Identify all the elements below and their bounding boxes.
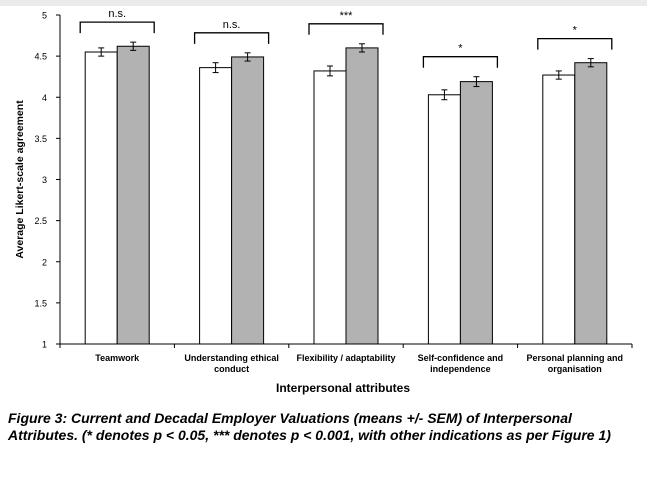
bar-series1-4	[427, 94, 461, 345]
y-tick-label: 1.5	[34, 298, 47, 308]
top-band	[0, 0, 647, 6]
y-tick-label: 2.5	[34, 216, 47, 226]
significance-label: ***	[340, 10, 354, 22]
bar-series1-2	[199, 67, 233, 345]
bar-series1-3	[313, 70, 347, 345]
x-category-label: Understanding ethical	[184, 353, 279, 363]
x-category-label: conduct	[214, 364, 249, 374]
significance-label: n.s.	[223, 19, 241, 31]
bar-series2-4	[459, 81, 493, 345]
x-category-label: Self-confidence and	[418, 353, 504, 363]
y-tick-label: 1	[42, 340, 47, 350]
significance-bracket	[537, 37, 613, 50]
y-axis-title: Average Likert-scale agreement	[14, 100, 26, 259]
x-category-label: Teamwork	[95, 353, 140, 363]
y-tick-label: 2	[42, 257, 47, 267]
y-tick-label: 3	[42, 175, 47, 185]
x-category-label: Personal planning and	[527, 353, 624, 363]
x-category-label: organisation	[548, 364, 602, 374]
significance-bracket	[308, 23, 384, 35]
bar-chart: 1 1.5 2 2.5 3 3.5 4 4.5 5 Average Likert-scale ag…	[14, 8, 633, 395]
significance-bracket	[193, 32, 270, 44]
significance-bracket	[79, 21, 155, 34]
significance-label: *	[458, 43, 463, 55]
bar-series2-3	[345, 47, 379, 345]
bar-series2-5	[574, 62, 608, 345]
figure-caption: Figure 3: Current and Decadal Employer V…	[8, 410, 611, 443]
bar-series1-5	[542, 74, 576, 345]
y-tick-label: 3.5	[34, 134, 47, 144]
x-category-label: Flexibility / adaptability	[296, 353, 395, 363]
y-tick-label: 4.5	[34, 52, 47, 62]
bar-series2-1	[116, 45, 150, 345]
significance-bracket	[422, 56, 499, 68]
x-axis-title: Interpersonal attributes	[276, 381, 410, 395]
y-tick-label: 5	[42, 11, 47, 21]
significance-label: n.s.	[108, 8, 126, 20]
significance-label: *	[573, 25, 578, 37]
y-tick-label: 4	[42, 93, 47, 103]
bar-series1-1	[84, 51, 118, 345]
bar-series2-2	[231, 56, 265, 345]
x-category-label: independence	[430, 364, 491, 374]
